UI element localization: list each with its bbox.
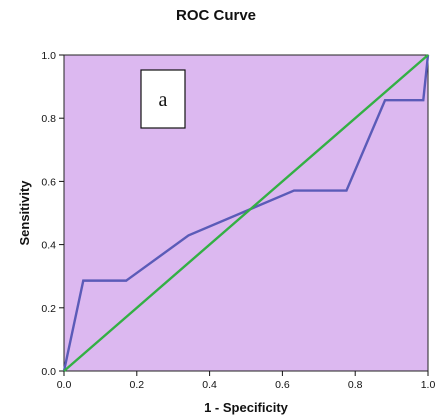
y-tick-label: 0.4 xyxy=(41,240,56,252)
y-tick-label: 1.0 xyxy=(41,50,56,62)
roc-curve-line xyxy=(62,54,430,372)
x-tick-label: 0.6 xyxy=(275,379,290,391)
y-axis-ticks: 0.0 0.2 0.4 0.6 0.8 1.0 xyxy=(41,50,64,378)
x-tick-label: 0.2 xyxy=(129,379,144,391)
x-axis-ticks: 0.0 0.2 0.4 0.6 0.8 1.0 xyxy=(57,371,436,391)
x-tick-label: 1.0 xyxy=(421,379,436,391)
series-layer xyxy=(62,54,430,372)
annotation-frame xyxy=(140,69,186,129)
x-tick-label: 0.0 xyxy=(57,379,72,391)
reference-diagonal-line xyxy=(63,54,429,372)
x-axis-label: 1 - Specificity xyxy=(204,400,289,415)
annotation-box: a xyxy=(140,69,186,129)
x-tick-label: 0.4 xyxy=(202,379,217,391)
chart-title: ROC Curve xyxy=(176,7,256,24)
y-tick-label: 0.2 xyxy=(41,303,56,315)
y-tick-label: 0.8 xyxy=(41,113,56,125)
y-tick-label: 0.0 xyxy=(41,366,56,378)
y-tick-label: 0.6 xyxy=(41,176,56,188)
annotation-label: a xyxy=(159,89,168,111)
x-tick-label: 0.8 xyxy=(348,379,363,391)
y-axis-label: Sensitivity xyxy=(17,180,32,246)
